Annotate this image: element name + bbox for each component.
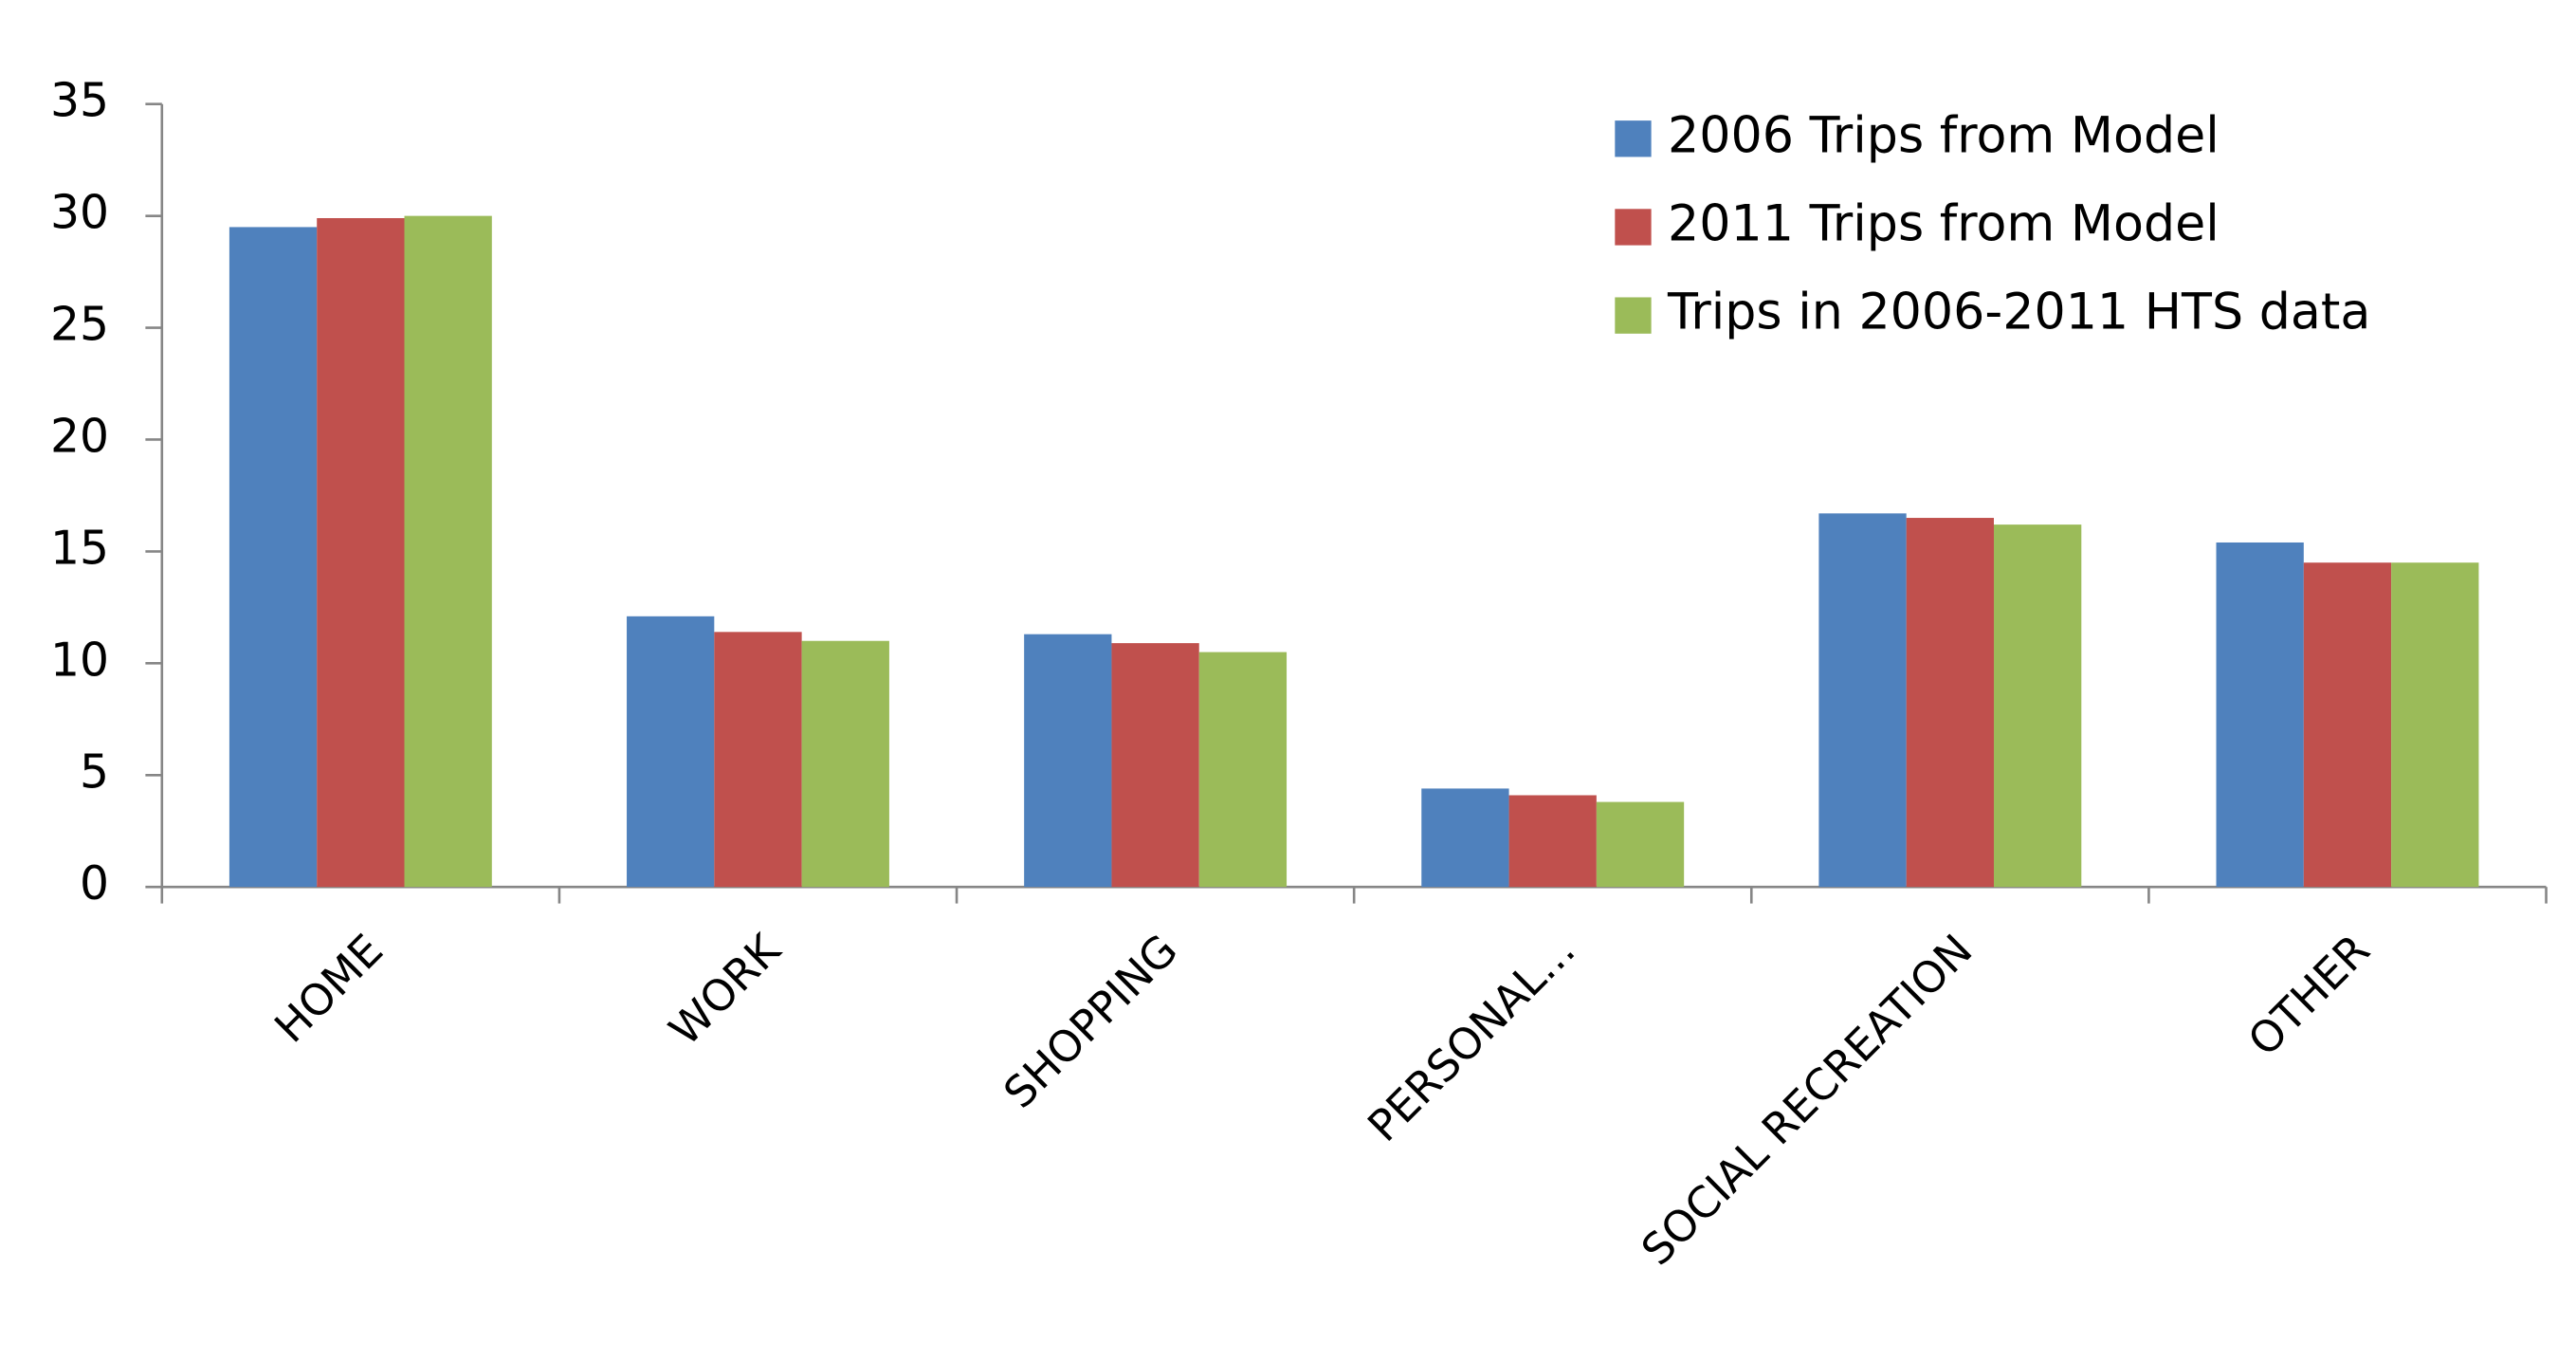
y-tick-label: 30 bbox=[50, 187, 109, 240]
x-tick-label: PERSONAL... bbox=[1358, 925, 1584, 1151]
bar bbox=[1906, 518, 1994, 888]
bar bbox=[1024, 634, 1112, 888]
bar bbox=[1596, 801, 1685, 888]
legend-swatch bbox=[1615, 120, 1652, 157]
y-tick-label: 5 bbox=[80, 745, 109, 799]
bar bbox=[1198, 652, 1288, 888]
bar bbox=[2391, 562, 2479, 888]
x-tick-label: WORK bbox=[660, 924, 791, 1055]
legend-swatch bbox=[1615, 297, 1652, 334]
bar bbox=[2216, 542, 2304, 888]
bar bbox=[1818, 513, 1907, 888]
y-tick-label: 10 bbox=[50, 634, 109, 687]
bar bbox=[801, 640, 889, 888]
bar bbox=[228, 227, 318, 888]
y-tick-label: 25 bbox=[50, 299, 109, 352]
bar bbox=[317, 217, 405, 888]
bar bbox=[714, 632, 802, 888]
y-tick-label: 20 bbox=[50, 410, 109, 463]
bar bbox=[1508, 795, 1597, 888]
legend-label: Trips in 2006-2011 HTS data bbox=[1667, 285, 2370, 341]
bar bbox=[2303, 562, 2392, 888]
legend-label: 2006 Trips from Model bbox=[1668, 107, 2220, 164]
y-tick-label: 0 bbox=[80, 857, 109, 910]
x-tick-label: OTHER bbox=[2238, 925, 2380, 1066]
y-tick-label: 35 bbox=[50, 75, 109, 128]
legend-swatch bbox=[1615, 209, 1652, 246]
bar bbox=[1993, 524, 2082, 888]
x-tick-label: SHOPPING bbox=[994, 925, 1187, 1118]
y-tick-label: 15 bbox=[50, 522, 109, 575]
bar bbox=[404, 215, 492, 888]
bar bbox=[1111, 643, 1199, 888]
x-tick-label: HOME bbox=[265, 925, 393, 1053]
legend-label: 2011 Trips from Model bbox=[1668, 195, 2220, 252]
x-tick-label: SOCIAL RECREATION bbox=[1632, 925, 1982, 1275]
bar bbox=[627, 616, 715, 888]
bar bbox=[1421, 788, 1509, 888]
